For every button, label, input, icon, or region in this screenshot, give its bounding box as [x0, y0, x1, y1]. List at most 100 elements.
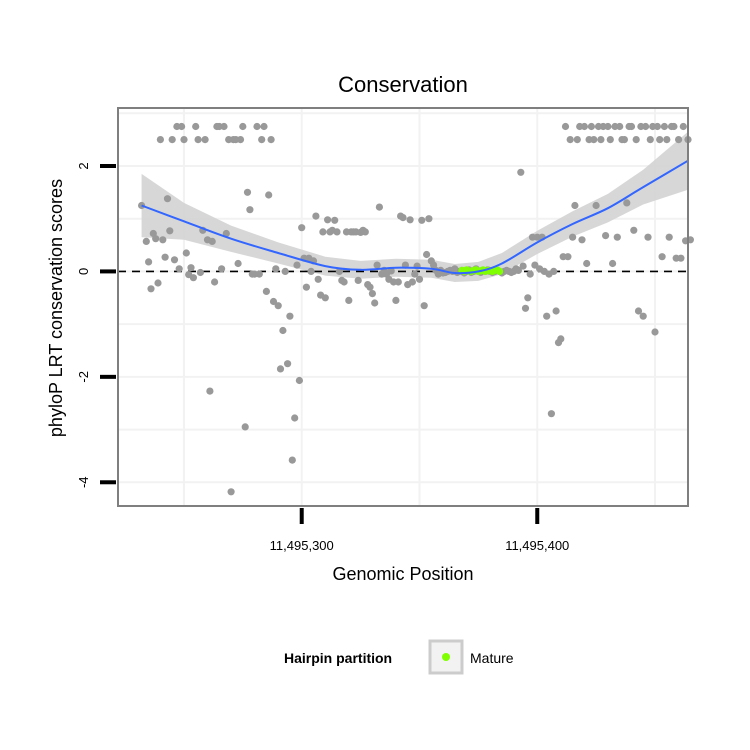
- data-point: [418, 216, 426, 224]
- data-point: [653, 122, 662, 131]
- data-point: [218, 265, 226, 273]
- data-point: [178, 122, 186, 131]
- data-point: [161, 253, 169, 261]
- data-point: [569, 233, 577, 241]
- data-point: [166, 227, 174, 235]
- data-point: [660, 122, 669, 131]
- x-tick-label: 11,495,400: [505, 538, 569, 553]
- data-point: [524, 294, 532, 302]
- data-point: [319, 228, 327, 236]
- data-point: [392, 296, 400, 304]
- legend-key-mature: [442, 653, 450, 661]
- data-point: [293, 261, 301, 269]
- data-point: [406, 216, 414, 224]
- data-point: [543, 312, 551, 320]
- data-point: [583, 259, 591, 268]
- data-point: [340, 278, 348, 286]
- grid-lines: [118, 108, 688, 506]
- data-point: [411, 270, 419, 278]
- data-point: [307, 267, 315, 275]
- data-point: [206, 387, 214, 395]
- data-point: [269, 297, 278, 306]
- data-point: [152, 235, 160, 243]
- data-point: [679, 122, 687, 131]
- data-point: [142, 237, 150, 245]
- data-point: [361, 228, 369, 236]
- data-point: [276, 365, 285, 373]
- data-point: [642, 122, 650, 131]
- data-point: [656, 136, 664, 144]
- data-point: [196, 268, 204, 277]
- data-point: [255, 270, 263, 278]
- data-point: [602, 232, 610, 240]
- data-point: [324, 216, 332, 224]
- data-point: [420, 302, 428, 310]
- data-point: [627, 122, 636, 131]
- data-point: [168, 136, 176, 144]
- data-point: [194, 136, 202, 144]
- mature-point: [496, 267, 504, 275]
- data-point: [156, 136, 164, 144]
- smooth-line: [141, 159, 689, 275]
- data-point: [670, 122, 678, 131]
- data-point: [408, 278, 416, 286]
- data-point: [234, 259, 242, 268]
- data-point: [677, 254, 685, 262]
- confidence-band-area: [141, 131, 689, 282]
- data-point: [272, 265, 280, 273]
- data-point: [663, 136, 671, 144]
- data-point: [630, 226, 638, 234]
- x-tick-label: 11,495,300: [270, 538, 334, 553]
- y-tick-label: 2: [76, 162, 91, 169]
- data-point: [262, 287, 270, 295]
- data-point: [145, 258, 153, 266]
- data-point: [564, 253, 572, 261]
- data-point: [399, 214, 407, 222]
- data-point: [302, 283, 310, 291]
- data-point: [243, 188, 252, 196]
- data-point: [578, 236, 586, 244]
- data-point: [634, 307, 643, 315]
- legend-label-mature: Mature: [470, 650, 514, 666]
- data-point: [267, 136, 275, 144]
- data-point: [239, 122, 247, 131]
- data-point: [394, 278, 402, 286]
- data-point: [587, 122, 596, 131]
- data-point: [222, 229, 230, 238]
- data-point: [632, 136, 640, 144]
- data-point: [321, 294, 329, 302]
- data-point: [175, 265, 183, 273]
- data-point: [609, 259, 617, 268]
- data-point: [253, 122, 261, 131]
- data-point: [354, 276, 362, 284]
- data-point: [314, 275, 322, 283]
- data-point: [211, 278, 219, 286]
- data-point: [241, 423, 249, 431]
- data-point: [187, 264, 195, 272]
- data-point: [345, 296, 353, 304]
- data-point: [201, 136, 209, 144]
- data-point: [284, 360, 292, 368]
- data-point: [675, 136, 683, 144]
- data-point: [580, 122, 589, 131]
- data-point: [279, 326, 287, 335]
- data-point: [519, 262, 527, 270]
- legend: Hairpin partition Mature: [284, 639, 514, 675]
- data-point: [658, 253, 666, 261]
- chart-title: Conservation: [338, 72, 468, 97]
- data-point: [550, 267, 558, 275]
- data-point: [220, 122, 228, 131]
- data-point: [517, 168, 525, 176]
- data-point: [623, 199, 631, 207]
- data-point: [286, 312, 294, 320]
- data-point: [236, 136, 245, 144]
- data-point: [606, 136, 614, 144]
- data-point: [192, 122, 200, 131]
- data-point: [526, 270, 534, 278]
- data-point: [333, 228, 341, 236]
- data-point: [170, 256, 179, 264]
- data-point: [260, 122, 268, 131]
- data-point: [182, 249, 190, 257]
- data-point: [415, 275, 424, 283]
- x-axis-ticks: 11,495,300 11,495,400: [270, 508, 569, 553]
